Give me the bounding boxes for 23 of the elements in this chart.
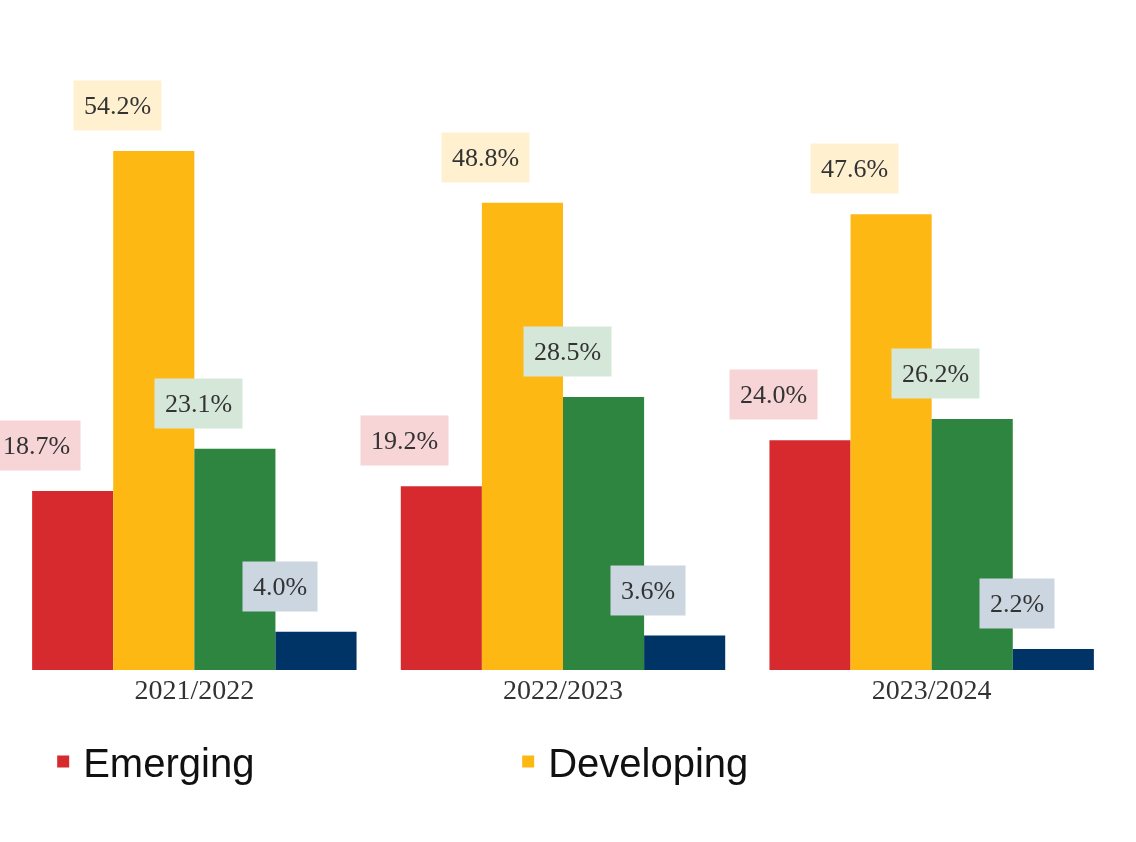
- bar: [1012, 648, 1094, 670]
- bar: [400, 486, 482, 670]
- x-tick-label: 2022/2023: [503, 674, 623, 705]
- data-label: 26.2%: [902, 359, 970, 388]
- data-label: 19.2%: [371, 426, 439, 455]
- legend-label: Emerging: [83, 741, 255, 786]
- data-label: 48.8%: [452, 143, 520, 172]
- x-tick-label: 2021/2022: [134, 674, 255, 705]
- data-label: 54.2%: [84, 91, 152, 120]
- data-label: 18.7%: [3, 431, 71, 460]
- data-label: 24.0%: [740, 380, 808, 409]
- data-label: 2.2%: [990, 589, 1045, 618]
- legend-label: Developing: [548, 741, 749, 786]
- data-label: 47.6%: [821, 154, 889, 183]
- bar: [32, 490, 114, 670]
- x-tick-label: 2023/2024: [871, 674, 992, 705]
- data-label: 23.1%: [165, 389, 233, 418]
- bar: [644, 635, 726, 670]
- bar: [769, 440, 851, 670]
- bar: [275, 631, 357, 670]
- data-label: 4.0%: [253, 572, 308, 601]
- data-label: 3.6%: [621, 576, 676, 605]
- data-label: 28.5%: [534, 337, 602, 366]
